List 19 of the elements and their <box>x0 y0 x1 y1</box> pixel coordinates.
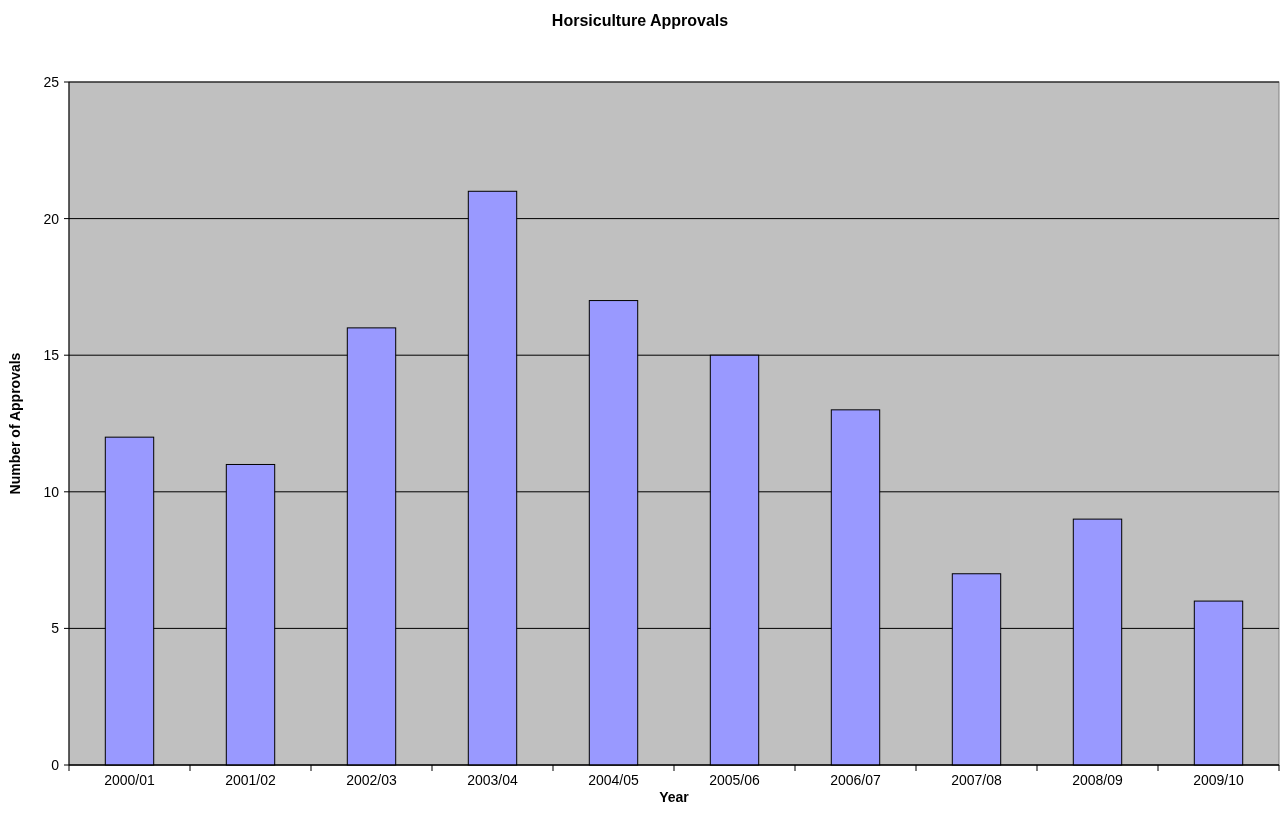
x-tick-label: 2001/02 <box>225 772 277 788</box>
y-tick-label: 0 <box>51 756 60 773</box>
x-tick-label: 2005/06 <box>709 772 761 788</box>
y-axis-title: Number of Approvals <box>7 352 23 495</box>
x-tick-label: 2002/03 <box>346 772 398 788</box>
y-tick-label: 20 <box>43 210 60 227</box>
x-tick-label: 2008/09 <box>1072 772 1124 788</box>
y-tick-label: 5 <box>51 620 60 637</box>
x-tick-label: 2007/08 <box>951 772 1003 788</box>
y-tick-label: 25 <box>43 73 60 90</box>
x-tick-label: 2004/05 <box>588 772 640 788</box>
chart-title: Horsiculture Approvals <box>551 12 729 29</box>
y-tick-label: 15 <box>43 347 60 364</box>
x-tick-label: 2009/10 <box>1193 772 1245 788</box>
y-tick-label: 10 <box>43 483 60 500</box>
x-tick-label: 2003/04 <box>467 772 519 788</box>
x-axis-title: Year <box>659 789 690 805</box>
x-tick-label: 2000/01 <box>104 772 156 788</box>
x-tick-label: 2006/07 <box>830 772 882 788</box>
